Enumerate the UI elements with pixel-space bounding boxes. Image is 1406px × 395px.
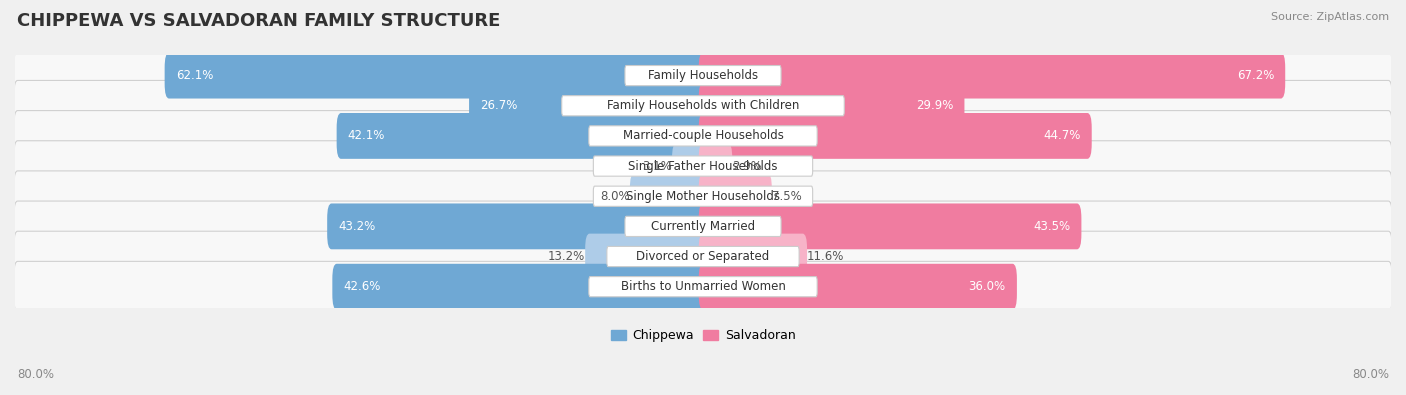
- Text: Currently Married: Currently Married: [651, 220, 755, 233]
- FancyBboxPatch shape: [699, 83, 965, 129]
- FancyBboxPatch shape: [165, 53, 707, 98]
- Text: 62.1%: 62.1%: [176, 69, 214, 82]
- Text: 36.0%: 36.0%: [969, 280, 1005, 293]
- FancyBboxPatch shape: [585, 233, 707, 279]
- Text: Single Mother Households: Single Mother Households: [626, 190, 780, 203]
- FancyBboxPatch shape: [14, 141, 1392, 192]
- FancyBboxPatch shape: [699, 53, 1285, 98]
- Text: Family Households with Children: Family Households with Children: [607, 99, 799, 112]
- FancyBboxPatch shape: [336, 113, 707, 159]
- Text: 2.9%: 2.9%: [733, 160, 762, 173]
- Text: Single Father Households: Single Father Households: [628, 160, 778, 173]
- FancyBboxPatch shape: [589, 126, 817, 146]
- FancyBboxPatch shape: [14, 50, 1392, 101]
- Text: 42.1%: 42.1%: [347, 130, 385, 143]
- Text: 11.6%: 11.6%: [807, 250, 845, 263]
- Text: 42.6%: 42.6%: [343, 280, 381, 293]
- Text: Divorced or Separated: Divorced or Separated: [637, 250, 769, 263]
- FancyBboxPatch shape: [470, 83, 707, 129]
- FancyBboxPatch shape: [562, 96, 844, 116]
- FancyBboxPatch shape: [699, 113, 1091, 159]
- FancyBboxPatch shape: [14, 111, 1392, 161]
- FancyBboxPatch shape: [699, 173, 772, 219]
- FancyBboxPatch shape: [672, 143, 707, 189]
- FancyBboxPatch shape: [14, 81, 1392, 131]
- FancyBboxPatch shape: [14, 171, 1392, 222]
- Text: CHIPPEWA VS SALVADORAN FAMILY STRUCTURE: CHIPPEWA VS SALVADORAN FAMILY STRUCTURE: [17, 12, 501, 30]
- FancyBboxPatch shape: [328, 203, 707, 249]
- FancyBboxPatch shape: [589, 276, 817, 297]
- Text: Married-couple Households: Married-couple Households: [623, 130, 783, 143]
- Text: 67.2%: 67.2%: [1237, 69, 1274, 82]
- FancyBboxPatch shape: [699, 203, 1081, 249]
- Text: 3.1%: 3.1%: [643, 160, 672, 173]
- FancyBboxPatch shape: [14, 231, 1392, 282]
- Text: 80.0%: 80.0%: [17, 368, 53, 381]
- Legend: Chippewa, Salvadoran: Chippewa, Salvadoran: [606, 324, 800, 347]
- FancyBboxPatch shape: [14, 201, 1392, 252]
- FancyBboxPatch shape: [607, 246, 799, 267]
- Text: 8.0%: 8.0%: [600, 190, 630, 203]
- Text: Births to Unmarried Women: Births to Unmarried Women: [620, 280, 786, 293]
- Text: Family Households: Family Households: [648, 69, 758, 82]
- Text: 26.7%: 26.7%: [481, 99, 517, 112]
- FancyBboxPatch shape: [699, 143, 733, 189]
- FancyBboxPatch shape: [624, 66, 782, 86]
- FancyBboxPatch shape: [624, 216, 782, 237]
- Text: 43.5%: 43.5%: [1033, 220, 1070, 233]
- FancyBboxPatch shape: [699, 233, 807, 279]
- FancyBboxPatch shape: [630, 173, 707, 219]
- Text: 44.7%: 44.7%: [1043, 130, 1081, 143]
- FancyBboxPatch shape: [593, 186, 813, 206]
- FancyBboxPatch shape: [699, 264, 1017, 310]
- FancyBboxPatch shape: [332, 264, 707, 310]
- Text: 29.9%: 29.9%: [915, 99, 953, 112]
- Text: 80.0%: 80.0%: [1353, 368, 1389, 381]
- FancyBboxPatch shape: [14, 261, 1392, 312]
- Text: 43.2%: 43.2%: [339, 220, 375, 233]
- Text: 7.5%: 7.5%: [772, 190, 801, 203]
- FancyBboxPatch shape: [593, 156, 813, 176]
- Text: 13.2%: 13.2%: [548, 250, 585, 263]
- Text: Source: ZipAtlas.com: Source: ZipAtlas.com: [1271, 12, 1389, 22]
